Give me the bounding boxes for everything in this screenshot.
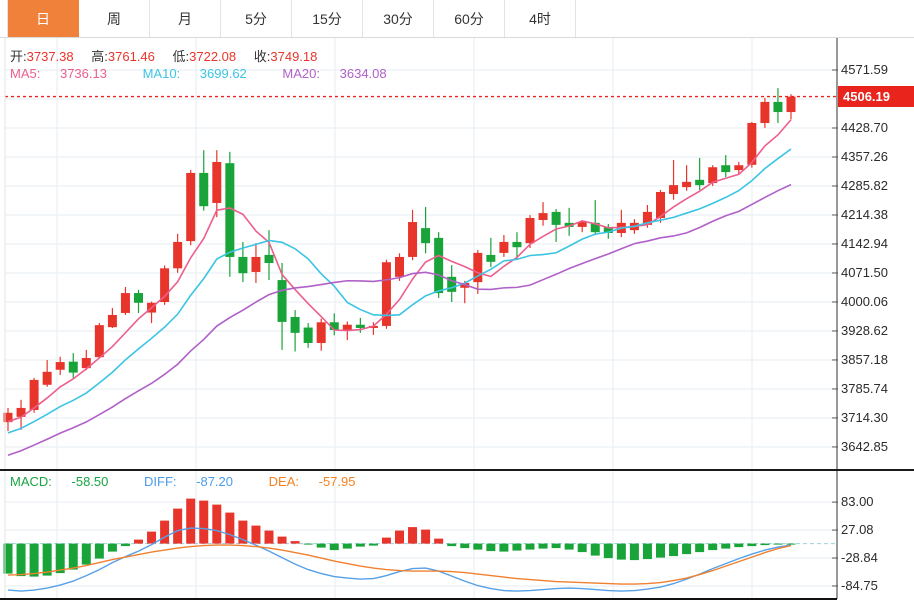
diff-value: DIFF: -87.20 (144, 474, 234, 489)
period-tabbar: 日 周 月 5分 15分 30分 60分 4时 (7, 0, 576, 37)
low-value: 3722.08 (189, 49, 237, 64)
close-label: 收: (253, 49, 271, 64)
macd-value: MACD: -58.50 (10, 474, 109, 489)
price-axis-tick: 4071.50 (841, 264, 888, 280)
macd-axis-tick: 83.00 (841, 494, 874, 510)
price-axis-tick: 3857.18 (841, 351, 888, 367)
macd-axis-tick: -28.84 (841, 550, 878, 566)
high-value: 3761.46 (107, 49, 155, 64)
ma10-readout: MA10: 3699.62 (142, 66, 247, 81)
macd-axis-tick: -84.75 (841, 577, 878, 593)
low-label: 低: (172, 49, 190, 64)
ma20-readout: MA20: 3634.08 (282, 66, 387, 81)
tab-month[interactable]: 月 (150, 0, 221, 37)
tab-60min[interactable]: 60分 (434, 0, 505, 37)
tab-week[interactable]: 周 (79, 0, 150, 37)
tab-5min[interactable]: 5分 (221, 0, 292, 37)
dea-value: DEA: -57.95 (268, 474, 356, 489)
macd-readout: MACD: -58.50 DIFF: -87.20 DEA: -57.95 (10, 474, 387, 489)
price-axis-tick: 3642.85 (841, 438, 888, 454)
close-value: 3749.18 (270, 49, 318, 64)
macd-axis-tick: 27.08 (841, 522, 874, 538)
price-axis-tick: 3714.30 (841, 409, 888, 425)
price-axis-tick: 4357.26 (841, 148, 888, 164)
price-axis-tick: 4214.38 (841, 206, 888, 222)
price-axis-tick: 4571.59 (841, 62, 888, 77)
open-label: 开: (10, 49, 27, 64)
open-value: 3737.38 (26, 49, 74, 64)
price-axis-tick: 3928.62 (841, 322, 888, 338)
ma-readout: MA5: 3736.13 MA10: 3699.62 MA20: 3634.08 (10, 66, 419, 81)
current-price-tag: 4506.19 (838, 86, 914, 108)
high-label: 高: (91, 49, 108, 64)
price-axis-tick: 4142.94 (841, 235, 888, 251)
price-axis-tick: 3785.74 (841, 380, 888, 396)
price-axis-tick: 4428.70 (841, 119, 888, 135)
tab-day[interactable]: 日 (8, 0, 79, 37)
tab-4hour[interactable]: 4时 (505, 0, 576, 37)
ohlc-readout: 开:3737.38 高:3761.46 低:3722.08 收:3749.18 (10, 46, 331, 65)
ma5-readout: MA5: 3736.13 (10, 66, 107, 81)
price-axis-tick: 4285.82 (841, 177, 888, 193)
price-axis-tick: 4000.06 (841, 293, 888, 309)
tab-15min[interactable]: 15分 (292, 0, 363, 37)
tab-30min[interactable]: 30分 (363, 0, 434, 37)
